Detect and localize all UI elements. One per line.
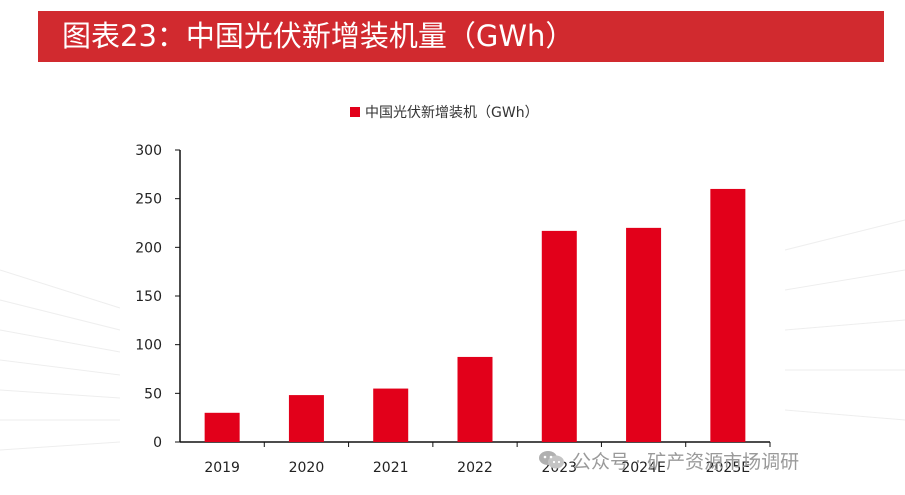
y-tick-label: 250 <box>135 192 162 208</box>
bar <box>457 356 493 442</box>
page-title: 图表23：中国光伏新增装机量（GWh） <box>62 19 575 53</box>
y-tick-label: 150 <box>135 289 162 305</box>
legend-label: 中国光伏新增装机（GWh） <box>365 105 539 121</box>
watermark: 公众号 · 矿产资源市场调研 <box>538 446 799 474</box>
bar <box>710 188 746 442</box>
watermark-text: 公众号 · 矿产资源市场调研 <box>572 450 800 473</box>
bar <box>204 412 240 442</box>
y-tick-label: 50 <box>144 386 162 402</box>
bar <box>373 388 409 442</box>
bar <box>541 230 577 442</box>
x-tick-label: 2020 <box>289 460 325 476</box>
title-bar: 图表23：中国光伏新增装机量（GWh） <box>38 11 884 62</box>
y-tick-label: 100 <box>135 338 162 354</box>
y-tick-label: 300 <box>135 143 162 159</box>
x-tick-label: 2025E <box>706 460 750 476</box>
y-tick-label: 200 <box>135 240 162 256</box>
wechat-icon <box>539 451 564 469</box>
x-tick-label: 2021 <box>373 460 409 476</box>
x-tick-label: 2019 <box>204 460 240 476</box>
legend-swatch <box>350 107 360 117</box>
x-tick-label: 2022 <box>457 460 493 476</box>
chart-legend: 中国光伏新增装机（GWh） <box>350 102 539 122</box>
bar <box>288 395 324 442</box>
x-tick-label: 2024E <box>621 460 665 476</box>
bar <box>626 227 662 442</box>
y-tick-label: 0 <box>153 435 162 451</box>
